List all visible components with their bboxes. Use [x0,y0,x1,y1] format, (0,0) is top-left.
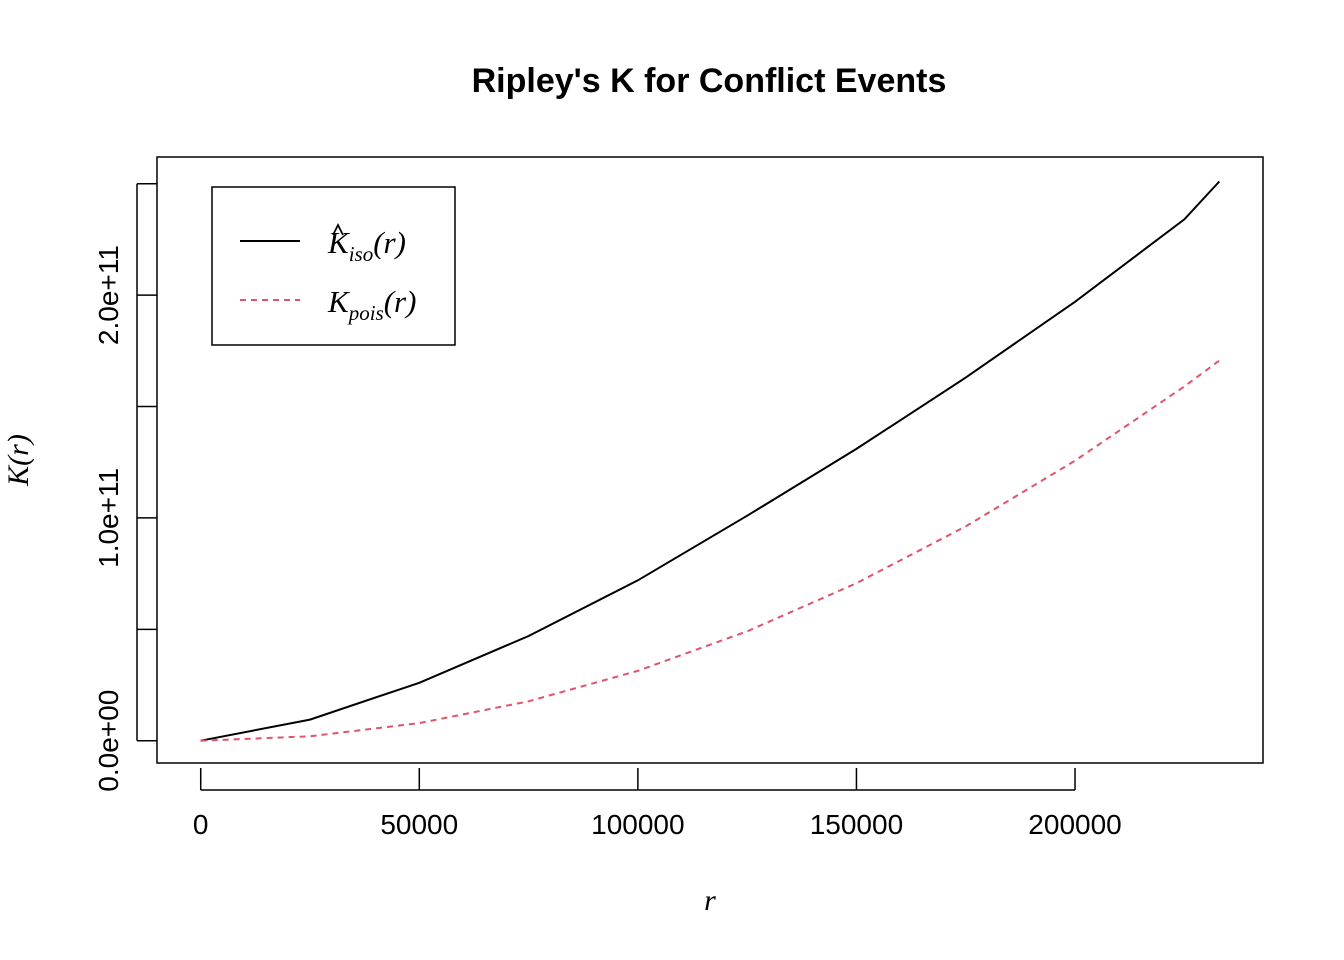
legend-main: K [327,225,351,260]
legend: Kiso(r)Kpois(r) [211,186,456,346]
plot-frame [156,156,1264,764]
series-layer [200,180,1221,742]
x-tick-label: 150000 [810,809,903,840]
legend-arg: (r) [373,225,406,260]
legend-main: K [327,284,351,319]
y-tick-label: 1.0e+11 [93,468,124,568]
y-axis-label: K(r) [2,434,35,487]
legend-arg: (r) [384,284,417,319]
chart-title: Ripley's K for Conflict Events [472,62,947,100]
x-tick-label: 200000 [1028,809,1121,840]
y-tick-label: 0.0e+00 [93,690,124,792]
x-axis: 0 50000 100000 150000 200000 [193,768,1122,840]
series-line-pois [200,359,1220,742]
series-line-iso [200,180,1221,742]
y-tick-label: 2.0e+11 [93,245,124,345]
legend-label-pois: Kpois(r) [327,284,416,325]
legend-sub: pois [347,301,384,325]
x-axis-label: r [704,884,716,917]
x-tick-label: 0 [193,809,209,840]
legend-sub: iso [349,242,374,266]
y-axis: 0.0e+00 1.0e+11 2.0e+11 [93,182,157,792]
x-tick-label: 100000 [591,809,684,840]
legend-box [211,186,456,346]
legend-hat-mark [332,222,344,236]
x-tick-label: 50000 [380,809,458,840]
legend-label-iso: Kiso(r) [327,225,406,266]
